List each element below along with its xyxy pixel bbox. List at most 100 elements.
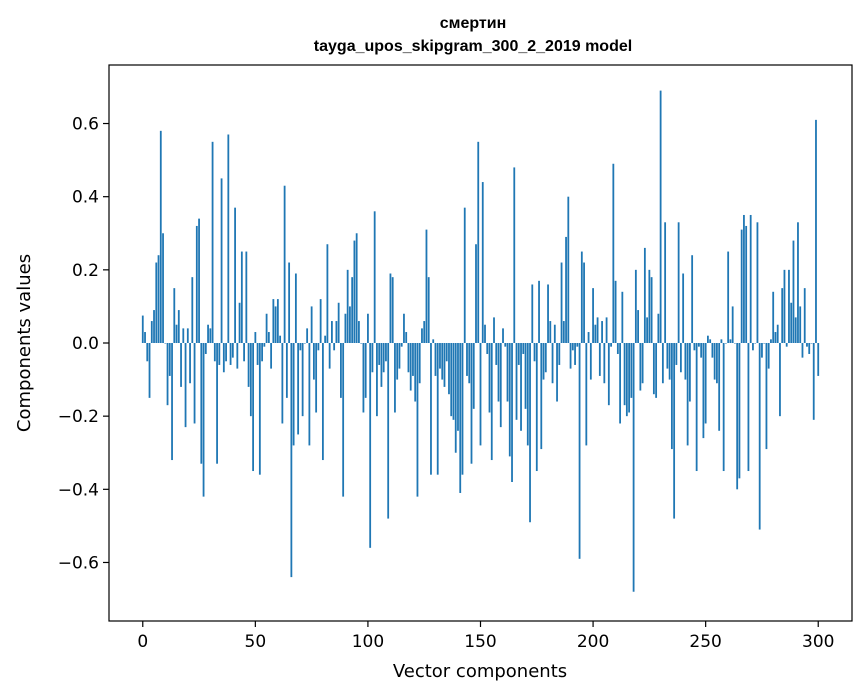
bar-72 xyxy=(303,343,306,344)
bar-104 xyxy=(376,343,378,417)
bar-141 xyxy=(459,343,462,493)
bar-3 xyxy=(148,343,151,398)
bar-27 xyxy=(202,343,205,497)
bar-224 xyxy=(646,317,649,343)
chart-subtitle: tayga_upos_skipgram_300_2_2019 model xyxy=(314,38,632,55)
bar-214 xyxy=(623,343,626,406)
bar-148 xyxy=(475,244,477,343)
bar-258 xyxy=(722,343,725,472)
bar-251 xyxy=(707,335,709,343)
x-tick-label: 250 xyxy=(689,632,721,652)
bar-81 xyxy=(324,335,327,343)
bar-256 xyxy=(718,343,721,431)
bar-4 xyxy=(150,321,153,343)
x-tick-label: 300 xyxy=(802,632,834,652)
bar-199 xyxy=(589,343,592,380)
bar-96 xyxy=(358,321,360,343)
bar-169 xyxy=(522,343,525,354)
x-tick-label: 200 xyxy=(577,632,609,652)
bar-13 xyxy=(171,343,173,461)
bar-149 xyxy=(477,141,480,343)
bar-212 xyxy=(619,343,621,424)
x-tick-label: 0 xyxy=(137,632,148,652)
bar-5 xyxy=(153,310,155,343)
bar-86 xyxy=(335,321,338,343)
bar-24 xyxy=(195,225,198,343)
bar-249 xyxy=(702,343,705,439)
bar-124 xyxy=(421,328,423,343)
bar-194 xyxy=(578,343,581,559)
bar-43 xyxy=(238,302,241,343)
bar-182 xyxy=(551,343,554,384)
bar-195 xyxy=(580,251,583,343)
bar-267 xyxy=(743,214,745,343)
bar-144 xyxy=(466,343,468,376)
bar-188 xyxy=(565,236,567,343)
bar-49 xyxy=(252,343,254,472)
bar-157 xyxy=(495,343,498,365)
bar-226 xyxy=(650,277,653,343)
bar-272 xyxy=(754,343,757,344)
y-tick-label: 0.2 xyxy=(72,261,99,281)
bar-296 xyxy=(808,343,811,354)
bar-152 xyxy=(484,324,486,343)
bar-45 xyxy=(243,343,245,362)
bar-248 xyxy=(700,343,703,358)
bar-164 xyxy=(511,343,513,482)
bar-87 xyxy=(337,302,340,343)
bar-197 xyxy=(585,343,588,446)
bar-15 xyxy=(175,324,178,343)
bar-136 xyxy=(448,343,450,395)
bar-118 xyxy=(407,343,410,373)
bars-group xyxy=(141,90,820,592)
bar-282 xyxy=(776,324,779,343)
bar-151 xyxy=(481,182,484,343)
bar-139 xyxy=(454,343,457,453)
bar-176 xyxy=(538,280,540,343)
bar-120 xyxy=(412,343,414,376)
bar-257 xyxy=(720,339,723,343)
bar-135 xyxy=(445,343,448,362)
y-axis-ticks: −0.6 −0.4 −0.2 0.0 0.2 0.4 0.6 xyxy=(58,115,109,573)
bar-0 xyxy=(141,315,144,343)
bar-225 xyxy=(648,269,651,343)
bar-128 xyxy=(430,343,432,475)
bar-29 xyxy=(207,324,209,343)
bar-67 xyxy=(292,343,295,446)
bar-253 xyxy=(711,343,714,358)
bar-133 xyxy=(441,343,444,380)
bar-268 xyxy=(745,225,748,343)
bar-132 xyxy=(439,343,441,369)
bar-57 xyxy=(270,343,273,369)
bar-236 xyxy=(673,343,676,519)
x-axis-ticks: 0 50 100 150 200 250 300 xyxy=(137,621,834,652)
bar-110 xyxy=(389,273,392,343)
bar-97 xyxy=(360,343,363,344)
bar-243 xyxy=(688,343,691,402)
bar-218 xyxy=(632,343,635,592)
y-tick-label: −0.6 xyxy=(58,553,99,573)
bar-14 xyxy=(173,288,176,343)
bar-108 xyxy=(385,343,387,362)
bar-2 xyxy=(146,343,149,362)
bar-28 xyxy=(204,343,207,354)
bar-270 xyxy=(749,214,752,343)
bar-168 xyxy=(520,343,522,431)
bar-48 xyxy=(249,343,252,417)
bar-205 xyxy=(603,343,606,384)
bar-56 xyxy=(267,332,270,343)
bar-62 xyxy=(281,343,284,424)
bar-227 xyxy=(652,343,655,395)
bar-102 xyxy=(371,343,374,373)
bar-113 xyxy=(396,343,399,380)
bar-26 xyxy=(200,343,203,464)
bar-23 xyxy=(193,343,196,424)
bar-22 xyxy=(191,277,194,343)
bar-60 xyxy=(276,299,279,343)
bar-73 xyxy=(306,328,309,343)
bar-170 xyxy=(524,343,527,409)
bar-153 xyxy=(486,343,489,354)
bar-54 xyxy=(263,343,266,347)
bar-219 xyxy=(634,269,637,343)
